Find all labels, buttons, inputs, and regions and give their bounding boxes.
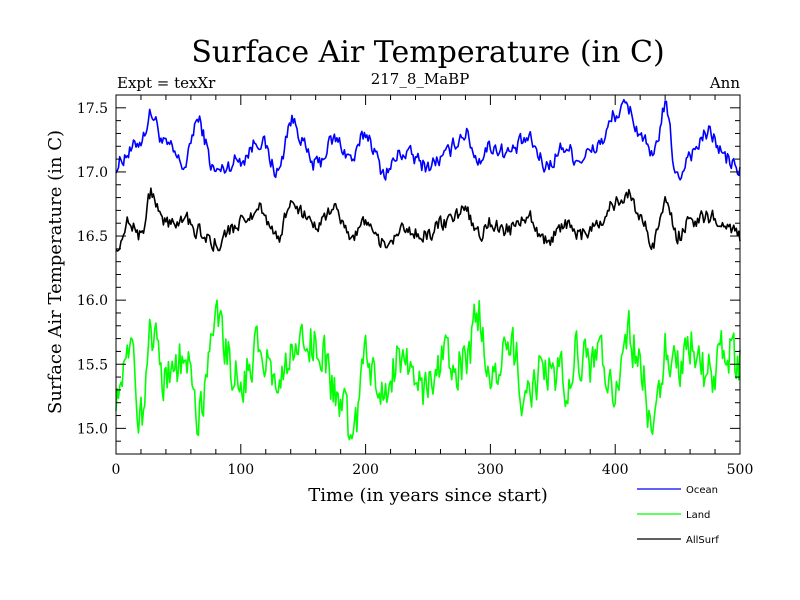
series-line-allsurf (115, 187, 741, 252)
axis-layer: 0 100 200 300 400 500 15.0 15.5 16.0 16.5 17.0 17.5 (77, 95, 754, 478)
y-tick-label: 17.0 (77, 165, 108, 181)
y-tick-label: 15.0 (77, 421, 108, 437)
y-tick-label: 17.5 (77, 101, 108, 117)
series-line-land (115, 299, 741, 441)
x-tick-label: 300 (477, 462, 504, 478)
series-line-ocean (115, 98, 741, 181)
x-tick-label: 400 (602, 462, 629, 478)
y-tick-label: 16.0 (77, 293, 108, 309)
chart-subtitle-left: Expt = texXr (117, 74, 216, 92)
legend: Ocean Land AllSurf (637, 485, 719, 546)
legend-label-ocean: Ocean (686, 485, 718, 496)
series-layer (115, 98, 741, 441)
y-tick-label: 16.5 (77, 229, 108, 245)
legend-label-land: Land (686, 510, 710, 521)
x-tick-label: 0 (112, 462, 121, 478)
chart-subtitle-right: Ann (709, 74, 740, 92)
chart-title: Surface Air Temperature (in C) (191, 35, 664, 70)
y-axis-label: Surface Air Temperature (in C) (45, 130, 66, 414)
x-axis-label: Time (in years since start) (308, 485, 548, 506)
x-tick-label: 200 (352, 462, 379, 478)
y-tick-label: 15.5 (77, 357, 108, 373)
legend-label-allsurf: AllSurf (686, 535, 719, 546)
x-tick-label: 500 (727, 462, 754, 478)
x-tick-label: 100 (227, 462, 254, 478)
chart-subtitle-center: 217_8_MaBP (371, 70, 470, 88)
